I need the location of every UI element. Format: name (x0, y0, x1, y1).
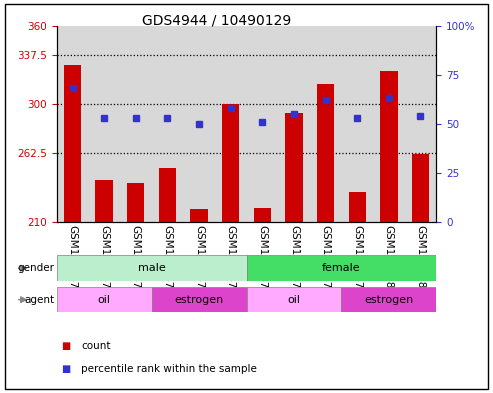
Bar (183, 26, 215, 222)
Text: male: male (138, 263, 166, 273)
Bar (412, 154, 429, 222)
Text: GDS4944 / 10490129: GDS4944 / 10490129 (142, 14, 291, 28)
Bar (190, 209, 208, 222)
Bar (278, 26, 310, 222)
Bar (253, 208, 271, 222)
Bar (96, 180, 113, 222)
Bar (57, 26, 88, 222)
Bar (127, 183, 144, 222)
Text: female: female (322, 263, 361, 273)
Bar (88, 26, 120, 222)
Text: estrogen: estrogen (175, 295, 224, 305)
Bar (64, 65, 81, 222)
Text: ■: ■ (62, 364, 71, 375)
Bar (57, 287, 152, 312)
Bar (310, 26, 341, 222)
Text: ■: ■ (62, 341, 71, 351)
Text: oil: oil (98, 295, 110, 305)
Text: gender: gender (17, 263, 54, 273)
Text: oil: oil (287, 295, 300, 305)
Text: count: count (81, 341, 111, 351)
Bar (246, 255, 436, 281)
Bar (57, 255, 246, 281)
Text: estrogen: estrogen (364, 295, 414, 305)
Bar (349, 192, 366, 222)
Bar (246, 26, 278, 222)
Bar (405, 26, 436, 222)
Text: agent: agent (24, 295, 54, 305)
Bar (285, 113, 303, 222)
Bar (317, 84, 334, 222)
Bar (373, 26, 405, 222)
Bar (222, 104, 240, 222)
Bar (215, 26, 246, 222)
Bar (341, 26, 373, 222)
Bar (120, 26, 152, 222)
Bar (152, 26, 183, 222)
Bar (159, 168, 176, 222)
Bar (380, 72, 397, 222)
Bar (152, 287, 246, 312)
Text: percentile rank within the sample: percentile rank within the sample (81, 364, 257, 375)
Bar (341, 287, 436, 312)
Bar (246, 287, 341, 312)
